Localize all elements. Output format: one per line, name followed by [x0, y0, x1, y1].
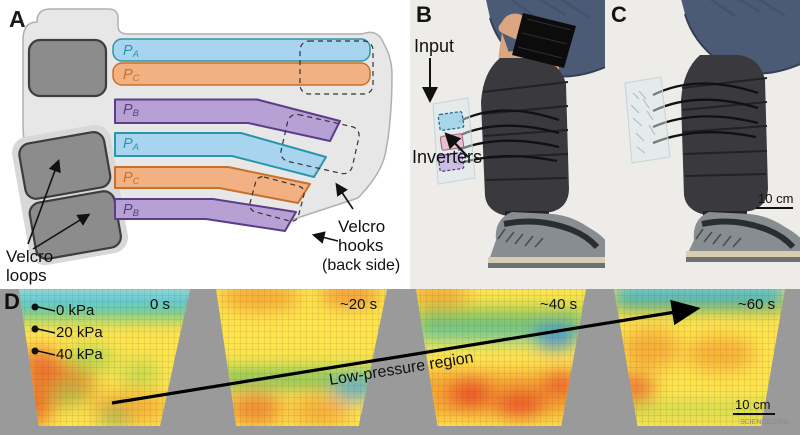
svg-text:(back side): (back side) [322, 257, 400, 274]
svg-text:10 cm: 10 cm [758, 191, 793, 206]
svg-text:0 kPa: 0 kPa [56, 302, 95, 319]
svg-text:C: C [611, 2, 627, 27]
svg-text:loops: loops [6, 266, 47, 285]
svg-text:~60 s: ~60 s [738, 296, 775, 313]
svg-text:~20 s: ~20 s [340, 296, 377, 313]
svg-text:hooks: hooks [338, 236, 383, 255]
svg-text:40 kPa: 40 kPa [56, 346, 103, 363]
svg-text:Velcro: Velcro [338, 217, 385, 236]
svg-text:0 s: 0 s [150, 296, 170, 313]
svg-text:~40 s: ~40 s [540, 296, 577, 313]
svg-text:A: A [9, 6, 26, 32]
svg-text:Velcro: Velcro [6, 247, 53, 266]
svg-text:Input: Input [414, 36, 454, 56]
svg-text:20 kPa: 20 kPa [56, 324, 103, 341]
svg-text:B: B [416, 2, 432, 27]
svg-text:SCIENCE.ORG: SCIENCE.ORG [740, 419, 789, 426]
svg-text:D: D [4, 289, 20, 314]
svg-text:Inverters: Inverters [412, 147, 482, 167]
svg-text:10 cm: 10 cm [735, 397, 770, 412]
